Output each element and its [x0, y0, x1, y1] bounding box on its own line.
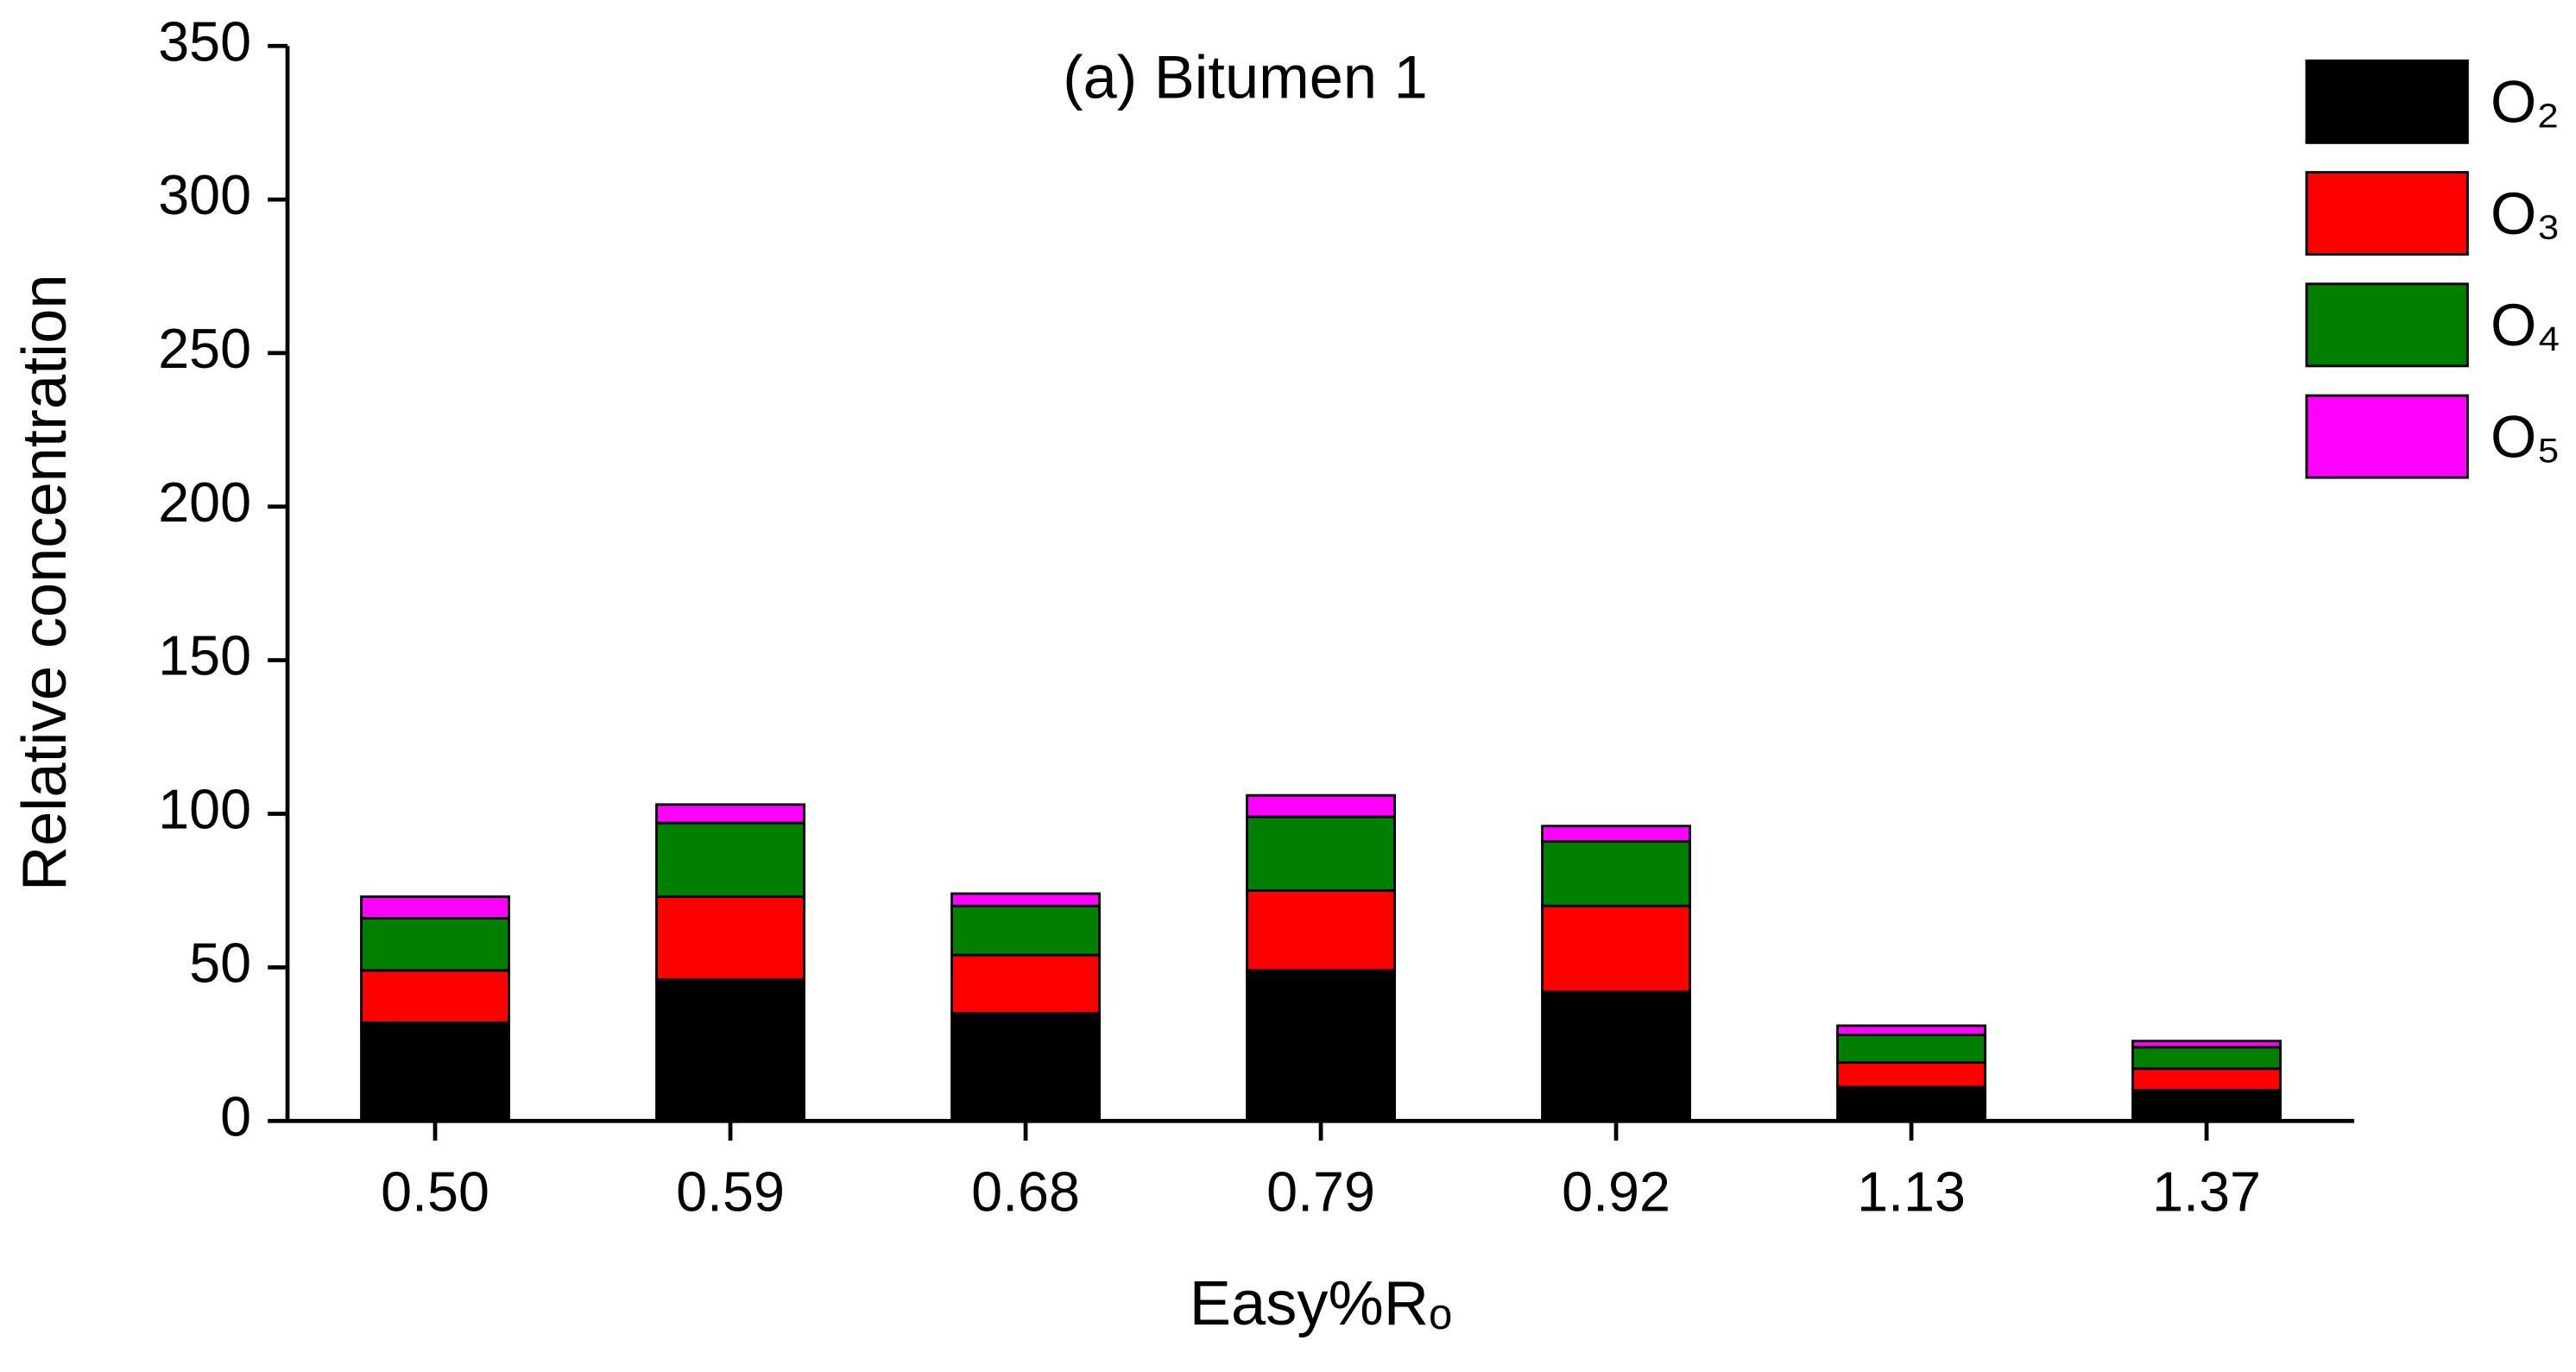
legend-swatch	[2305, 171, 2469, 256]
bar-segment	[950, 892, 1101, 907]
x-tick-label: 0.59	[676, 1160, 785, 1223]
bar-segment	[1836, 1034, 1987, 1065]
y-tick-label: 0	[220, 1084, 251, 1148]
legend-label: O₅	[2491, 403, 2560, 470]
y-tick-label: 350	[158, 9, 251, 73]
x-tick-label: 0.79	[1266, 1160, 1375, 1223]
bar-segment	[655, 821, 805, 898]
x-tick-label: 1.37	[2152, 1160, 2261, 1223]
bar-segment	[1541, 990, 1691, 1122]
bar-segment	[360, 969, 510, 1024]
bar-segment	[1246, 969, 1396, 1122]
y-tick-label: 150	[158, 624, 251, 687]
y-tick-label: 200	[158, 471, 251, 534]
bar-segment	[1541, 825, 1691, 843]
bar-segment	[1541, 904, 1691, 994]
x-axis-label: Easy%Rₒ	[1190, 1269, 1453, 1338]
bar-segment	[950, 953, 1101, 1015]
x-tick-label: 1.13	[1857, 1160, 1966, 1223]
bar-segment	[2131, 1089, 2282, 1122]
bar-segment	[1246, 793, 1396, 819]
bar-segment	[1541, 840, 1691, 907]
bar-segment	[360, 916, 510, 972]
bar-segment	[2131, 1067, 2282, 1092]
bar-segment	[655, 978, 805, 1122]
legend-label: O₃	[2491, 180, 2560, 247]
bar-segment	[655, 803, 805, 825]
x-tick-label: 0.50	[381, 1160, 489, 1223]
bar-segment	[360, 895, 510, 920]
legend-label: O₄	[2491, 292, 2560, 358]
y-tick-label: 300	[158, 163, 251, 226]
x-tick-label: 0.92	[1562, 1160, 1670, 1223]
bar-segment	[1246, 815, 1396, 892]
bar-segment	[360, 1021, 510, 1122]
bar-segment	[2131, 1040, 2282, 1049]
bar-segment	[2131, 1046, 2282, 1071]
bar-segment	[950, 904, 1101, 957]
chart-title: (a) Bitumen 1	[1063, 43, 1428, 111]
y-axis-label: Relative concentration	[10, 274, 79, 891]
bar-segment	[950, 1012, 1101, 1122]
y-tick-label: 50	[189, 931, 251, 994]
legend-swatch	[2305, 59, 2469, 144]
y-tick-label: 100	[158, 778, 251, 841]
bar-segment	[1836, 1085, 1987, 1122]
bar-segment	[655, 895, 805, 981]
bar-segment	[1836, 1061, 1987, 1089]
legend-swatch	[2305, 394, 2469, 479]
x-tick-label: 0.68	[971, 1160, 1080, 1223]
y-tick-label: 250	[158, 317, 251, 380]
bar-segment	[1836, 1024, 1987, 1037]
legend-label: O₂	[2491, 69, 2560, 136]
bar-segment	[1246, 888, 1396, 972]
legend-swatch	[2305, 282, 2469, 368]
